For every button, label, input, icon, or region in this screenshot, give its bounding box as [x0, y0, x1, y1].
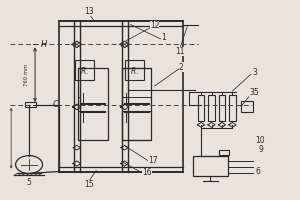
Text: 10: 10 [256, 136, 265, 145]
Text: 35: 35 [250, 88, 260, 97]
Text: 9: 9 [258, 145, 263, 154]
Bar [78, 68, 108, 140]
Text: 11: 11 [175, 47, 184, 56]
Bar [208, 95, 215, 121]
Bar [25, 102, 36, 107]
Bar [229, 95, 236, 121]
Bar [193, 156, 228, 176]
Bar [219, 95, 225, 121]
Text: 1: 1 [161, 33, 166, 42]
Text: 3: 3 [252, 68, 257, 77]
Bar [219, 150, 229, 155]
Text: C: C [53, 100, 59, 109]
Bar [75, 60, 94, 80]
Text: 5: 5 [27, 178, 32, 187]
Text: H: H [41, 40, 47, 49]
Text: 15: 15 [84, 180, 94, 189]
Text: 13: 13 [84, 7, 94, 16]
Text: $R.$: $R.$ [80, 65, 89, 76]
Text: 16: 16 [142, 168, 152, 177]
Bar [124, 60, 144, 80]
Bar [59, 21, 183, 171]
Bar [198, 95, 204, 121]
Text: 12: 12 [150, 21, 159, 30]
Text: 2: 2 [179, 63, 184, 72]
Text: $R.$: $R.$ [130, 65, 139, 76]
Text: 6: 6 [255, 167, 260, 176]
Text: 17: 17 [148, 156, 158, 165]
Bar [241, 101, 253, 112]
Text: 760 mm: 760 mm [24, 64, 28, 86]
Bar [122, 68, 152, 140]
